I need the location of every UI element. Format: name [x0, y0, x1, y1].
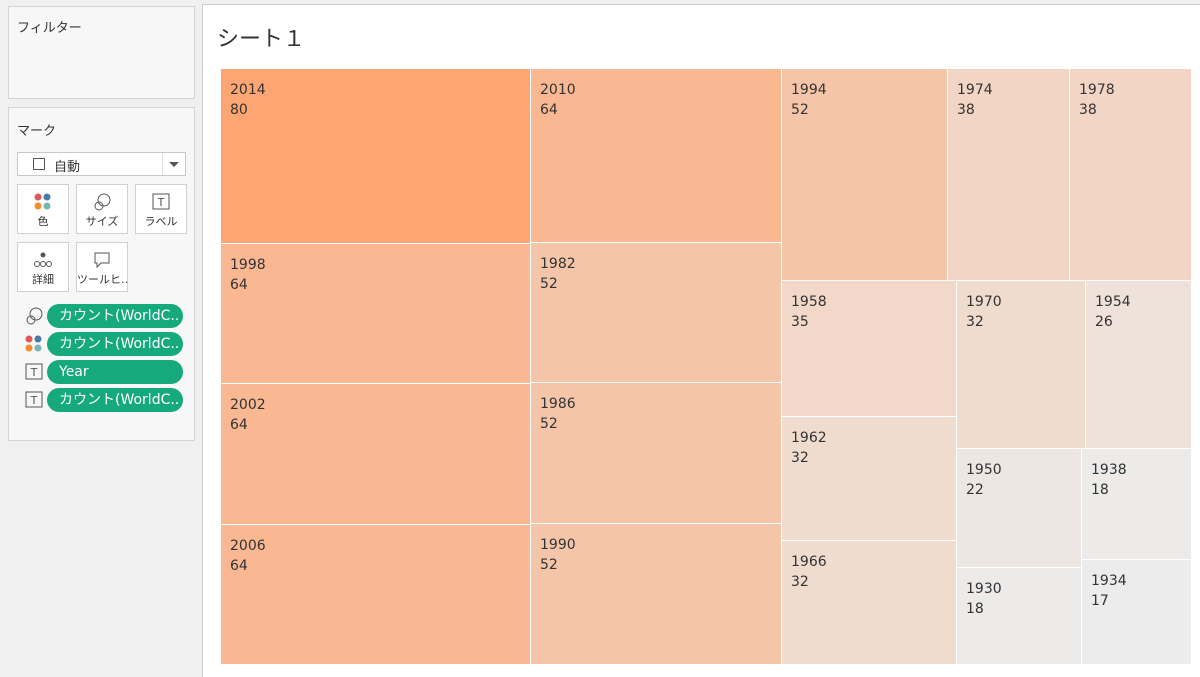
treemap-tile	[221, 384, 530, 524]
mark-type: 自動	[54, 160, 81, 175]
button-label: ツールヒ…	[77, 273, 127, 286]
filters-title: フィルター	[17, 21, 82, 36]
pill-row: カウント(WorldC..	[9, 304, 183, 328]
detail-button[interactable]: 詳細	[17, 242, 69, 292]
mark-type-dropdown[interactable]: 自動	[17, 152, 186, 176]
tile-category: 1958	[791, 294, 827, 310]
tile-value: 80	[230, 102, 248, 118]
tile-value: 64	[540, 102, 558, 118]
tile-value: 64	[230, 277, 248, 293]
tile-category: 1974	[957, 82, 993, 98]
tile-category: 1938	[1091, 462, 1127, 478]
tile-category: 1986	[540, 396, 576, 412]
marks-panel: マーク 自動 色 サイズ T ラベル 詳細 ツールヒ… カウント(WorldC.…	[8, 107, 195, 441]
button-label: 色	[37, 215, 49, 228]
color-button[interactable]: 色	[17, 184, 69, 234]
svg-text:T: T	[157, 196, 165, 209]
marks-title: マーク	[17, 124, 57, 139]
treemap-tile	[957, 568, 1081, 664]
treemap-tile	[782, 69, 947, 280]
treemap-tile	[531, 69, 781, 242]
pill-row: T カウント(WorldC..	[9, 388, 183, 412]
treemap-tile	[531, 383, 781, 523]
treemap: 2014 80 2010 64 1998 64 2002 64 2006 64 1982 52 1986…	[221, 69, 1191, 664]
tile-value: 52	[540, 276, 558, 292]
tile-category: 1934	[1091, 573, 1127, 589]
treemap-tile	[1082, 449, 1191, 559]
sheet-title: シート１	[217, 27, 306, 52]
tile-category: 2006	[230, 538, 266, 554]
tile-value: 64	[230, 558, 248, 574]
treemap-tile	[782, 541, 956, 664]
size-button[interactable]: サイズ	[76, 184, 128, 234]
treemap-tile	[221, 69, 530, 243]
pill[interactable]: カウント(WorldC..	[47, 332, 183, 356]
svg-text:T: T	[30, 366, 38, 379]
tile-value: 64	[230, 417, 248, 433]
treemap-tile	[221, 244, 530, 383]
tile-category: 1970	[966, 294, 1002, 310]
button-label: 詳細	[32, 273, 54, 286]
treemap-tile	[782, 281, 956, 416]
treemap-tile	[782, 417, 956, 540]
treemap-tile	[531, 243, 781, 382]
worksheet: シート１ 2014 80 2010 64 1998 64 2002 64 2006 64 1982 5…	[202, 4, 1200, 677]
treemap-tile	[957, 449, 1081, 567]
tile-value: 52	[540, 416, 558, 432]
tile-value: 17	[1091, 593, 1109, 609]
svg-text:T: T	[30, 394, 38, 407]
tile-category: 1950	[966, 462, 1002, 478]
treemap-tile	[1070, 69, 1191, 280]
tile-category: 1990	[540, 537, 576, 553]
button-label: サイズ	[85, 215, 119, 228]
label-button[interactable]: T ラベル	[135, 184, 187, 234]
pill-row: T Year	[9, 360, 183, 384]
tile-category: 2010	[540, 82, 576, 98]
tile-value: 38	[957, 102, 975, 118]
pill[interactable]: Year	[47, 360, 183, 384]
tile-category: 1978	[1079, 82, 1115, 98]
tile-category: 1966	[791, 554, 827, 570]
tile-value: 32	[791, 450, 809, 466]
treemap-tile	[1082, 560, 1191, 664]
tile-category: 2014	[230, 82, 266, 98]
treemap-tile	[531, 524, 781, 664]
tile-category: 1982	[540, 256, 576, 272]
tile-category: 1962	[791, 430, 827, 446]
tile-value: 26	[1095, 314, 1113, 330]
treemap-tile	[221, 525, 530, 664]
tile-value: 22	[966, 482, 984, 498]
tile-value: 18	[966, 601, 984, 617]
tile-category: 1930	[966, 581, 1002, 597]
button-label: ラベル	[144, 215, 178, 228]
tile-value: 35	[791, 314, 809, 330]
tile-value: 52	[791, 102, 809, 118]
pill[interactable]: カウント(WorldC..	[47, 304, 183, 328]
tile-category: 1954	[1095, 294, 1131, 310]
tile-value: 32	[791, 574, 809, 590]
tile-category: 1998	[230, 257, 266, 273]
tile-value: 18	[1091, 482, 1109, 498]
tile-category: 1994	[791, 82, 827, 98]
pill[interactable]: カウント(WorldC..	[47, 388, 183, 412]
treemap-tile	[948, 69, 1069, 280]
treemap-tile	[957, 281, 1085, 448]
tooltip-button[interactable]: ツールヒ…	[76, 242, 128, 292]
tile-value: 32	[966, 314, 984, 330]
pill-row: カウント(WorldC..	[9, 332, 183, 356]
tile-value: 52	[540, 557, 558, 573]
filters-panel: フィルター	[8, 6, 195, 99]
tile-value: 38	[1079, 102, 1097, 118]
treemap-tile	[1086, 281, 1191, 448]
tile-category: 2002	[230, 397, 266, 413]
